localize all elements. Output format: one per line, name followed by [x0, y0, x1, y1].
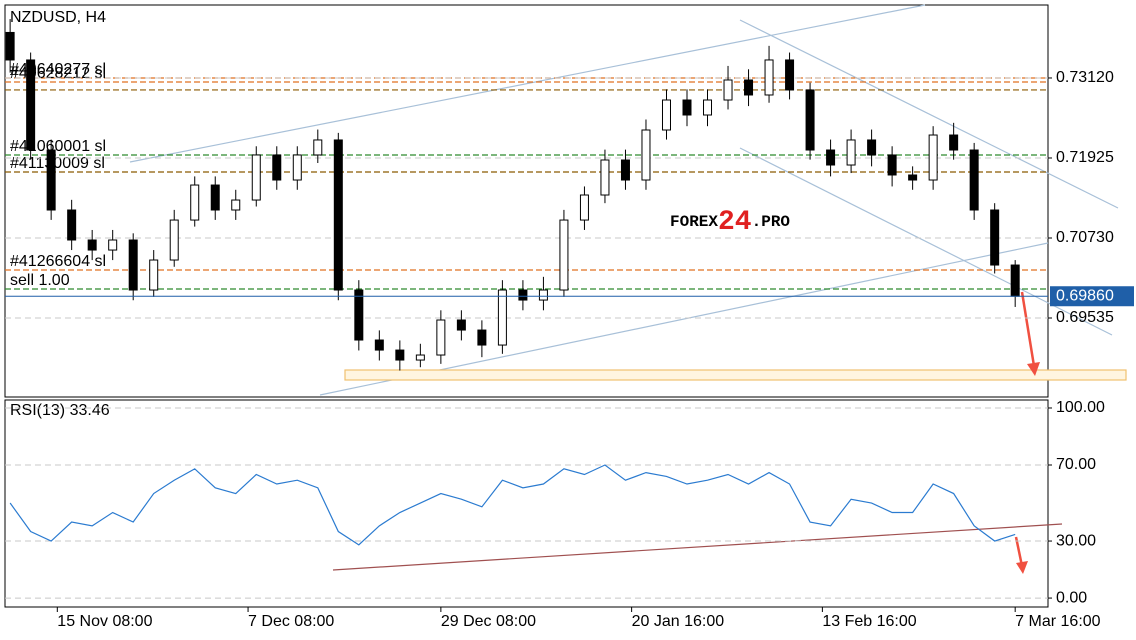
candle-body — [661, 99, 671, 131]
candle-body — [682, 99, 692, 116]
arrow-head — [1016, 561, 1028, 574]
candle-body — [395, 349, 405, 361]
candle-body — [210, 184, 220, 211]
candle-body — [949, 134, 959, 151]
candle-body — [87, 239, 97, 251]
candle-body — [969, 149, 979, 211]
y-tick-label: 0.73120 — [1056, 69, 1114, 86]
x-tick-label: 29 Dec 08:00 — [441, 613, 536, 630]
candle-body — [374, 339, 384, 351]
watermark: FOREX24.PRO — [670, 207, 790, 238]
rsi-trendline — [332, 523, 1063, 571]
arrow-head — [1027, 362, 1040, 376]
candle-body — [744, 79, 754, 96]
order-label: #41060001 sl — [10, 138, 106, 155]
order-label: #41130009 sl — [10, 155, 105, 172]
candle-body — [149, 259, 159, 291]
channel-line — [739, 19, 1119, 209]
candle-body — [620, 159, 630, 181]
arrow — [1014, 536, 1024, 567]
order-label: sell 1.00 — [10, 272, 70, 289]
candle-body — [108, 239, 118, 251]
x-tick-label: 13 Feb 16:00 — [822, 613, 916, 630]
arrow — [1020, 291, 1036, 367]
candle-body — [354, 289, 364, 341]
y-tick-label: 0.70730 — [1056, 229, 1114, 246]
rsi-title: RSI(13) 33.46 — [10, 402, 110, 419]
candle-body — [867, 139, 877, 156]
candle-body — [415, 354, 425, 361]
rsi-panel — [4, 399, 1049, 608]
candle-body — [190, 184, 200, 221]
current-price-label: 0.69860 — [1056, 287, 1114, 304]
chart-title: NZDUSD, H4 — [10, 9, 106, 26]
candle-body — [518, 289, 528, 301]
y-tick-label: 0.69535 — [1056, 309, 1114, 326]
annotations — [129, 4, 1127, 574]
candle-body — [1010, 264, 1020, 297]
candle-body — [456, 319, 466, 331]
candle-body — [785, 59, 795, 91]
candle-body — [887, 154, 897, 176]
candle-body — [169, 219, 179, 261]
candle-body — [990, 209, 1000, 266]
candle-body — [67, 209, 77, 241]
candle-body — [723, 79, 733, 101]
candle-body — [251, 154, 261, 201]
candle-body — [805, 89, 815, 151]
x-tick-label: 7 Mar 16:00 — [1015, 613, 1100, 630]
y-tick-label: 30.00 — [1056, 532, 1096, 549]
order-label: #41266604 sl — [10, 253, 106, 270]
candle-body — [5, 31, 15, 61]
y-tick-label: 70.00 — [1056, 456, 1096, 473]
candle-body — [128, 239, 138, 291]
candle-body — [26, 59, 36, 151]
y-tick-label: 0.00 — [1056, 589, 1087, 606]
candle-body — [313, 139, 323, 156]
candle-body — [559, 219, 569, 291]
candle-body — [908, 174, 918, 181]
channel-line — [129, 4, 926, 163]
candle-body — [477, 329, 487, 346]
y-tick-label: 0.71925 — [1056, 149, 1114, 166]
candle-body — [46, 149, 56, 211]
x-tick-label: 7 Dec 08:00 — [248, 613, 334, 630]
order-label: #40628212 sl — [10, 65, 106, 82]
candle-body — [272, 154, 282, 181]
candle-body — [846, 139, 856, 166]
candle-body — [579, 194, 589, 221]
candle-body — [436, 319, 446, 356]
price-panel — [4, 4, 1049, 398]
candle-body — [826, 149, 836, 166]
candle-body — [600, 159, 610, 196]
candle-body — [928, 134, 938, 181]
watermark-part: 24 — [718, 207, 752, 238]
candle-body — [703, 99, 713, 116]
candle-body — [641, 129, 651, 181]
watermark-part: .PRO — [752, 213, 791, 231]
candle-body — [538, 289, 548, 301]
candle-body — [497, 289, 507, 346]
candle-body — [292, 154, 302, 181]
x-tick-label: 15 Nov 08:00 — [57, 613, 152, 630]
current-price-box — [1050, 286, 1134, 307]
y-tick-label: 100.00 — [1056, 399, 1105, 416]
target-zone — [344, 369, 1127, 381]
candle-body — [231, 199, 241, 211]
candle-body — [764, 59, 774, 96]
watermark-part: FOREX — [670, 213, 718, 231]
x-tick-label: 20 Jan 16:00 — [632, 613, 725, 630]
rsi-line — [9, 464, 1016, 546]
candle-body — [333, 139, 343, 291]
